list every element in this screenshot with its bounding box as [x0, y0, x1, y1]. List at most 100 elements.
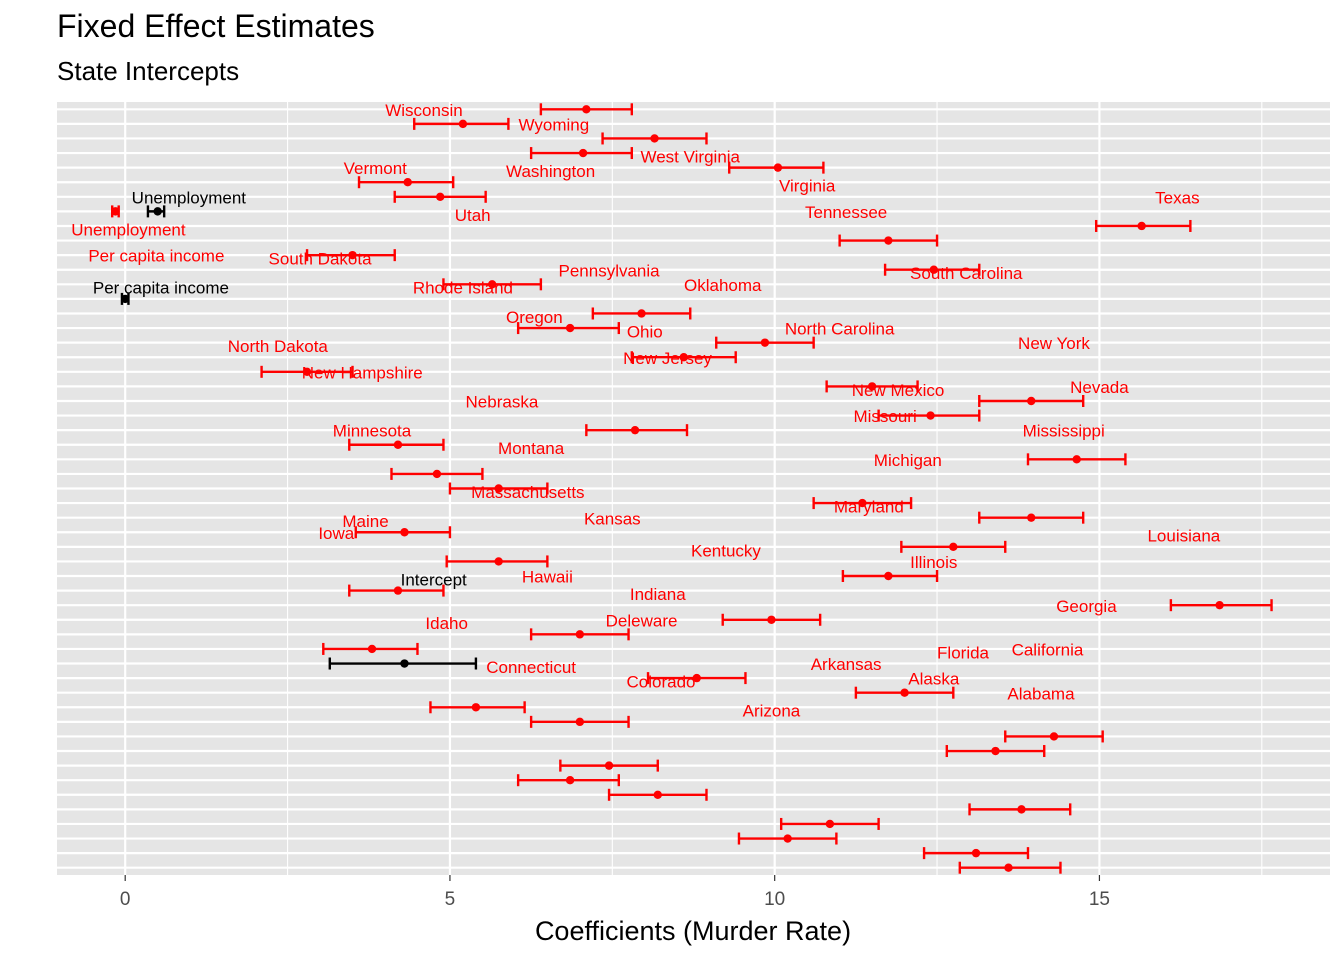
error-bar [322, 642, 419, 655]
error-bar [559, 759, 659, 772]
error-bar [328, 657, 478, 670]
x-axis: 0 5 10 15 [120, 875, 1110, 910]
estimate-label: Oregon [506, 308, 563, 327]
estimate-label: South Carolina [910, 264, 1023, 283]
error-bar [357, 176, 455, 189]
error-bar [968, 803, 1072, 816]
error-bar [442, 278, 543, 291]
estimate-point [760, 338, 770, 347]
estimate-point [630, 425, 640, 435]
estimate-label: New Hampshire [302, 363, 423, 382]
estimate-label: Arkansas [811, 655, 882, 674]
error-bar [111, 205, 120, 218]
error-bar [516, 322, 621, 335]
error-bar [448, 482, 549, 495]
estimate-point [1017, 805, 1026, 814]
estimate-point [302, 367, 312, 377]
estimate-label: Wisconsin [385, 101, 462, 120]
error-bar [841, 570, 939, 583]
estimate-point [971, 848, 981, 858]
error-bar [305, 249, 396, 262]
x-tick-label: 15 [1089, 889, 1110, 910]
estimate-label: Utah [455, 206, 491, 225]
error-bar [585, 424, 689, 437]
error-bar [591, 307, 692, 320]
estimate-point [773, 163, 783, 172]
estimate-label: Florida [937, 643, 990, 662]
error-bar [348, 584, 445, 597]
estimate-label: Alaska [908, 670, 960, 689]
estimate-label: Massachusetts [471, 483, 584, 502]
estimate-label: South Dakota [269, 250, 373, 269]
estimate-point [494, 484, 503, 493]
estimate-label: North Dakota [228, 337, 329, 356]
x-tick-label: 5 [445, 889, 456, 910]
estimate-point [400, 528, 409, 537]
estimate-label: Michigan [874, 451, 942, 470]
estimate-point [487, 280, 497, 289]
error-bar [607, 788, 708, 801]
estimate-label: Mississippi [1023, 422, 1105, 441]
estimate-point [575, 717, 585, 727]
error-bar [825, 380, 919, 393]
estimate-point [783, 834, 792, 843]
estimate-label: California [1012, 641, 1084, 660]
estimate-label: Louisiana [1147, 527, 1220, 546]
estimate-point [884, 236, 893, 245]
estimate-label: Oklahoma [684, 276, 762, 295]
estimate-point [575, 630, 585, 639]
estimate-point [679, 353, 688, 362]
error-bar [445, 555, 549, 568]
estimate-point [120, 294, 130, 304]
estimate-labels: Wisconsin Wyoming West Virginia Vermont Wash… [71, 101, 1221, 721]
chart-title: Fixed Effect Estimates [57, 8, 375, 44]
estimate-point [153, 207, 162, 216]
estimate-label: North Carolina [785, 320, 895, 339]
estimate-label: New York [1018, 334, 1090, 353]
estimate-point [991, 746, 1000, 756]
error-bar [1094, 219, 1192, 232]
error-bar [945, 745, 1046, 758]
estimate-label: Missouri [853, 407, 916, 426]
error-bar [838, 234, 939, 247]
estimate-label: Alabama [1007, 684, 1075, 703]
estimate-label: Colorado [627, 673, 696, 692]
estimate-point [1027, 396, 1036, 406]
estimate-label: Minnesota [333, 422, 412, 441]
x-tick-label: 0 [120, 889, 131, 910]
error-bar [646, 672, 747, 685]
chart-subtitle: State Intercepts [57, 56, 240, 86]
error-bar [529, 628, 630, 641]
estimate-label: Kansas [584, 509, 641, 528]
estimate-point [1215, 600, 1224, 610]
estimate-label: Unemployment [132, 188, 247, 207]
estimate-point [432, 469, 442, 479]
estimate-label: Wyoming [519, 115, 590, 134]
estimate-point [565, 323, 575, 333]
estimate-label: Vermont [344, 159, 408, 178]
error-bar [877, 409, 981, 422]
estimate-point [494, 557, 503, 566]
estimate-label: Deleware [606, 611, 678, 630]
estimate-point [367, 644, 377, 654]
error-bar [958, 861, 1062, 874]
estimate-label: Arizona [743, 702, 801, 721]
estimate-label: Kentucky [691, 541, 761, 560]
estimate-label: Ohio [627, 322, 663, 341]
estimate-point [650, 134, 659, 143]
error-bar [529, 715, 630, 728]
estimate-label: Nevada [1070, 378, 1129, 397]
estimate-point [929, 265, 939, 274]
estimate-point [637, 309, 646, 318]
estimate-label: Rhode Island [413, 279, 513, 298]
estimate-label: Indiana [630, 585, 686, 604]
estimate-point [825, 819, 835, 829]
estimate-point [604, 761, 614, 770]
error-bar [812, 497, 913, 510]
estimate-label: Montana [498, 439, 565, 458]
estimate-point [653, 790, 662, 799]
estimate-point [949, 542, 958, 552]
estimate-label: New Mexico [852, 381, 945, 400]
estimate-point [582, 105, 591, 114]
estimate-point [884, 571, 893, 581]
